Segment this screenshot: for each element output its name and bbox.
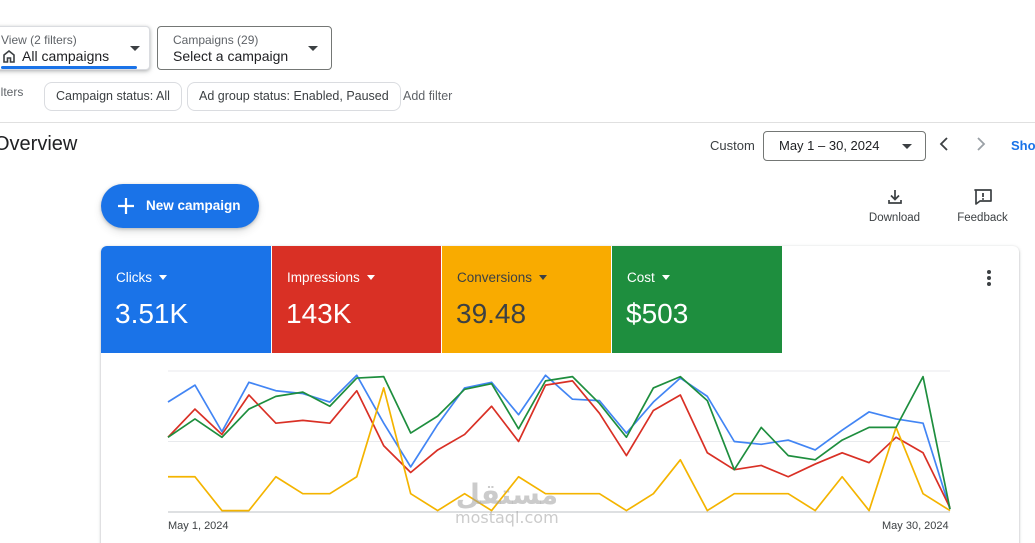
series-line-impressions [167, 380, 951, 509]
caret-down-icon [159, 275, 167, 280]
new-campaign-button[interactable]: New campaign [101, 184, 259, 228]
download-button[interactable]: Download [868, 188, 921, 224]
view-filter-dropdown[interactable]: View (2 filters) All campaigns [0, 26, 150, 70]
divider [0, 122, 1035, 123]
show-link[interactable]: Sho [1011, 138, 1035, 153]
chart-grid [168, 370, 950, 513]
download-icon [887, 190, 902, 204]
metric-label: Cost [627, 270, 670, 285]
date-range-label: Custom [710, 138, 755, 153]
metric-card-impressions[interactable]: Impressions 143K [272, 246, 441, 353]
chevron-left-icon [939, 137, 948, 151]
metric-value: 143K [286, 298, 352, 329]
chevron-down-icon [308, 46, 318, 51]
campaign-select-label: Campaigns (29) [173, 33, 259, 47]
feedback-label: Feedback [957, 212, 1008, 224]
metric-card-conversions[interactable]: Conversions 39.48 [442, 246, 611, 353]
next-period-button[interactable] [975, 136, 987, 155]
filters-label: ilters [0, 85, 24, 99]
download-label: Download [868, 212, 921, 224]
chevron-down-icon [902, 144, 912, 149]
page-title: Overview [0, 133, 78, 155]
series-line-cost [167, 375, 951, 510]
active-underline [1, 66, 137, 69]
date-range-value: May 1 – 30, 2024 [779, 138, 880, 153]
x-axis-start-label: May 1, 2024 [168, 520, 229, 532]
feedback-button[interactable]: Feedback [956, 188, 1009, 224]
performance-line-chart [167, 370, 951, 513]
plus-icon [115, 191, 135, 219]
caret-down-icon [539, 275, 548, 280]
metric-label: Clicks [116, 270, 167, 285]
campaign-select-dropdown[interactable]: Campaigns (29) Select a campaign [157, 26, 332, 70]
series-line-conversions [168, 387, 951, 512]
add-filter-button[interactable]: Add filter [403, 89, 453, 103]
chevron-down-icon [130, 46, 140, 51]
previous-period-button[interactable] [938, 136, 950, 155]
filter-chip-campaign-status[interactable]: Campaign status: All [44, 82, 182, 111]
caret-down-icon [661, 275, 670, 280]
metric-label: Impressions [287, 270, 375, 285]
metric-label: Conversions [457, 270, 548, 285]
metric-value: $503 [626, 298, 689, 329]
view-filter-value: All campaigns [22, 48, 110, 64]
metric-value: 3.51K [115, 298, 189, 329]
chevron-right-icon [977, 137, 986, 151]
metric-card-cost[interactable]: Cost $503 [612, 246, 782, 353]
chart-series [167, 374, 951, 512]
caret-down-icon [366, 275, 375, 280]
feedback-icon [973, 189, 992, 205]
more-options-icon[interactable] [985, 270, 993, 290]
new-campaign-label: New campaign [146, 198, 241, 213]
x-axis-end-label: May 30, 2024 [882, 520, 949, 532]
date-range-dropdown[interactable]: May 1 – 30, 2024 [763, 131, 926, 161]
campaign-select-value: Select a campaign [173, 48, 289, 64]
metric-value: 39.48 [456, 298, 527, 329]
filter-chip-ad-group-status[interactable]: Ad group status: Enabled, Paused [187, 82, 401, 111]
view-filter-label: View (2 filters) [1, 33, 77, 47]
metric-card-clicks[interactable]: Clicks 3.51K [101, 246, 271, 353]
building-icon [2, 49, 16, 68]
performance-card: Clicks 3.51K Impressions 143K Conversion… [101, 246, 1019, 543]
